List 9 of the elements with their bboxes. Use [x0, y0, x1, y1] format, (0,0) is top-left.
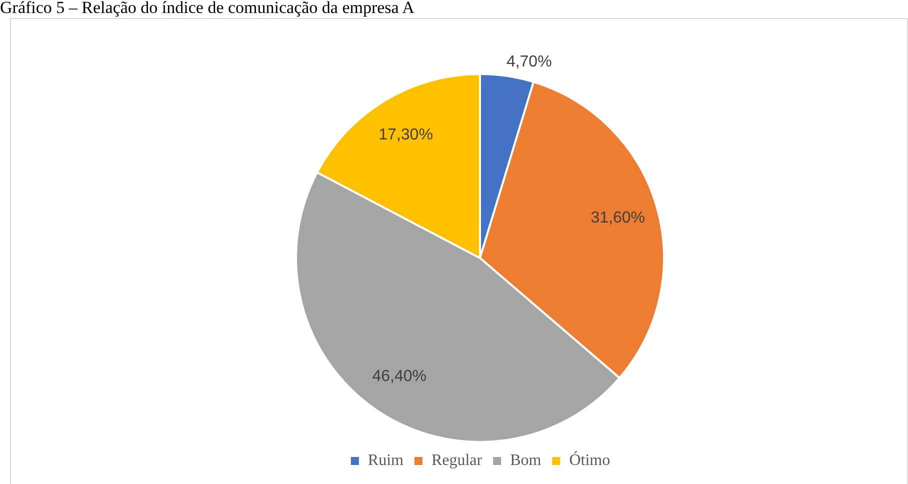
chart-title: Gráfico 5 – Relação do índice de comunicação da empresa A — [0, 0, 416, 17]
data-label: 31,60% — [590, 209, 645, 226]
legend-label: Ótimo — [569, 451, 610, 470]
legend-label: Ruim — [368, 452, 404, 470]
data-label: 4,70% — [506, 54, 552, 71]
legend-label: Bom — [510, 452, 542, 470]
data-label: 46,40% — [372, 368, 426, 386]
legend-label: Regular — [431, 452, 483, 470]
data-label: 17,30% — [378, 126, 433, 144]
